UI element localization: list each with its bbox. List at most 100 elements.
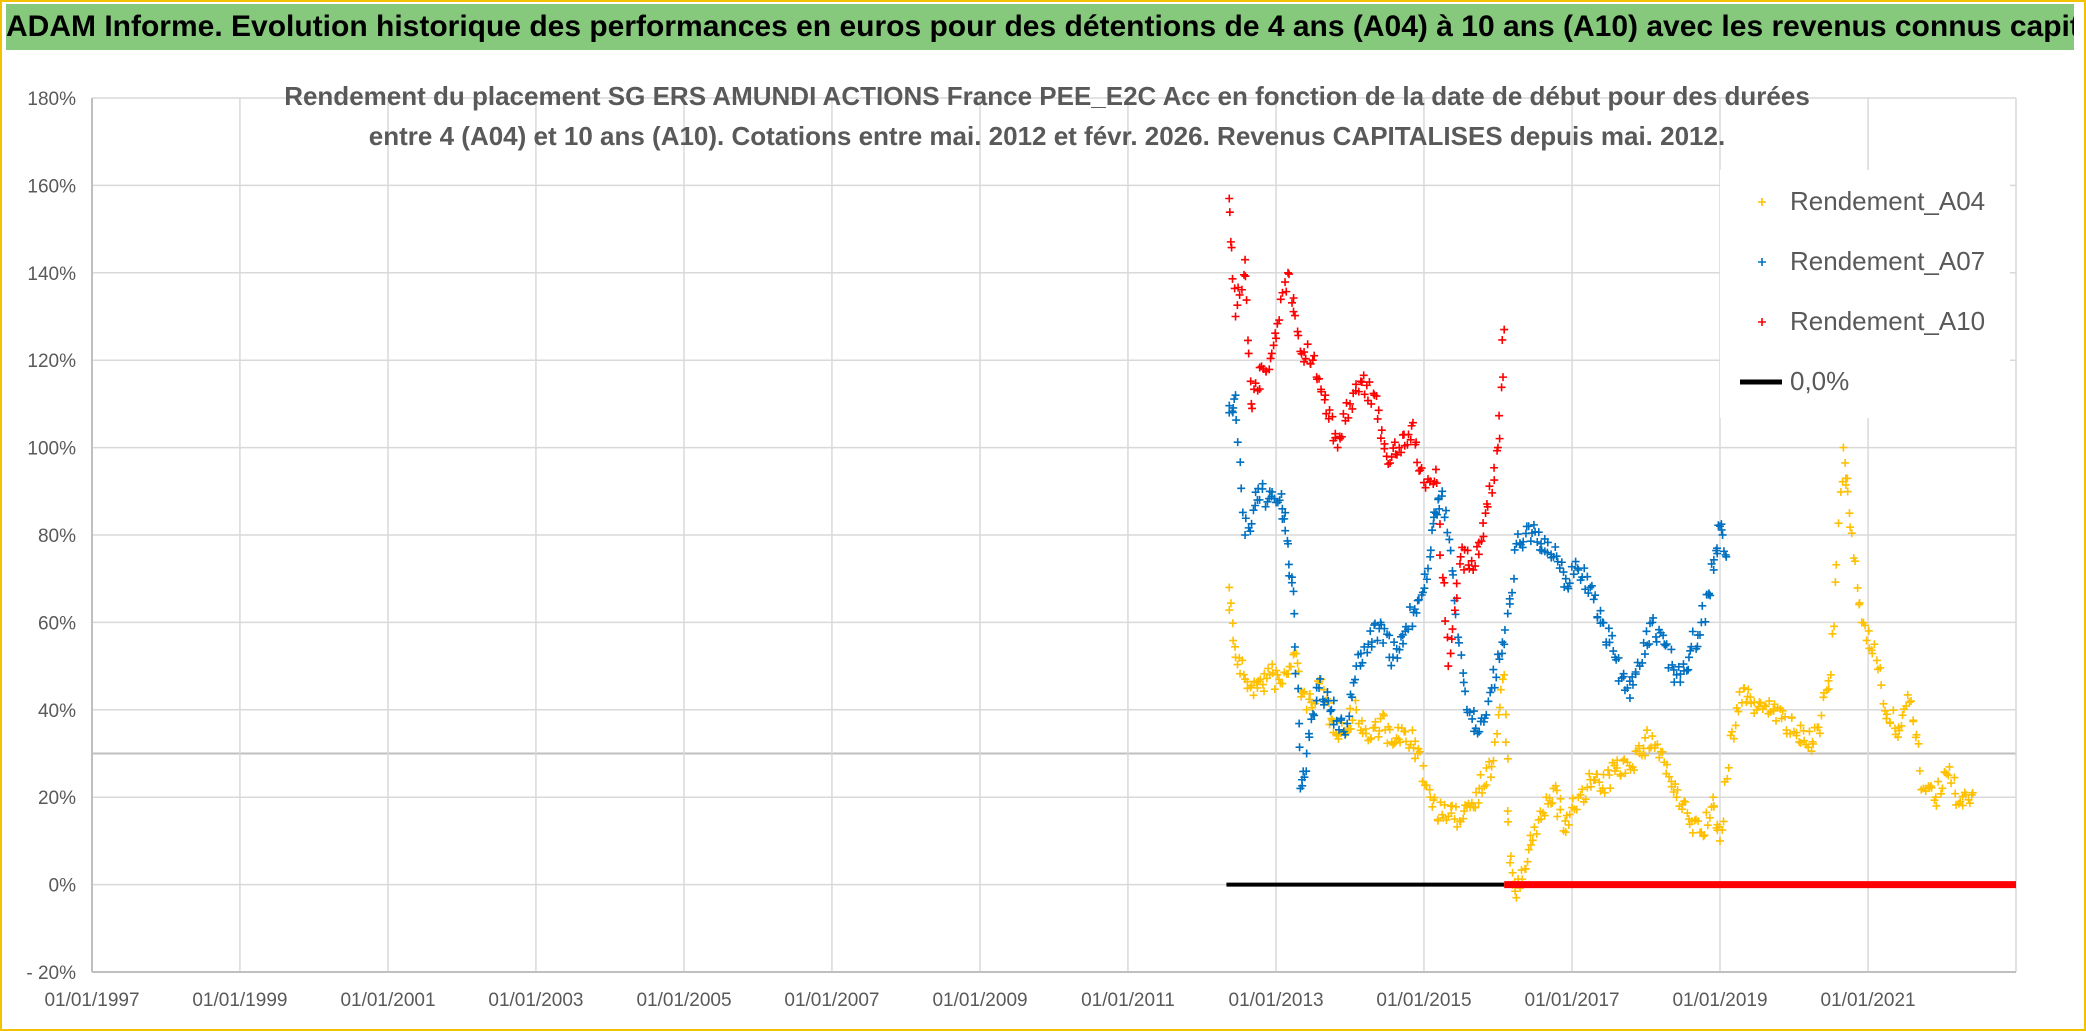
data-point bbox=[1815, 729, 1824, 738]
data-point bbox=[1255, 495, 1264, 504]
data-point bbox=[1709, 802, 1718, 811]
data-point bbox=[1545, 793, 1554, 802]
data-point bbox=[1951, 789, 1960, 798]
data-point bbox=[1412, 438, 1421, 447]
data-point bbox=[1877, 681, 1886, 690]
data-point bbox=[1410, 605, 1419, 614]
data-point bbox=[1374, 406, 1383, 415]
data-point bbox=[1471, 724, 1480, 733]
data-point bbox=[1432, 479, 1441, 488]
data-point bbox=[1365, 378, 1374, 387]
data-point bbox=[1408, 726, 1417, 735]
data-point bbox=[1309, 710, 1317, 719]
y-tick-label: 40% bbox=[38, 701, 76, 722]
data-point bbox=[1591, 776, 1600, 785]
data-point bbox=[1505, 599, 1514, 608]
data-point bbox=[1642, 627, 1651, 636]
data-point bbox=[1275, 496, 1284, 505]
data-point bbox=[1942, 769, 1951, 778]
data-point bbox=[1846, 523, 1855, 532]
data-point bbox=[1378, 710, 1387, 719]
data-point bbox=[1729, 734, 1738, 743]
data-point bbox=[1552, 552, 1561, 561]
data-point bbox=[1275, 316, 1284, 325]
data-point bbox=[1481, 509, 1490, 518]
data-point bbox=[1501, 738, 1510, 747]
data-point bbox=[1503, 807, 1512, 816]
data-point bbox=[1351, 675, 1360, 684]
data-point bbox=[1528, 836, 1537, 845]
data-point bbox=[1486, 773, 1495, 782]
data-point bbox=[1494, 710, 1503, 719]
data-point bbox=[1456, 552, 1465, 561]
data-point bbox=[1496, 685, 1505, 694]
data-point bbox=[1362, 729, 1371, 738]
data-point bbox=[1616, 771, 1625, 780]
data-point bbox=[1688, 627, 1697, 636]
data-point bbox=[1255, 363, 1264, 372]
data-point bbox=[1612, 764, 1621, 773]
data-point bbox=[1898, 711, 1907, 720]
data-point bbox=[1665, 772, 1674, 781]
data-point bbox=[1934, 777, 1943, 786]
data-point bbox=[1317, 387, 1326, 396]
data-point bbox=[1551, 781, 1560, 790]
data-point bbox=[1292, 649, 1301, 658]
data-point bbox=[1379, 711, 1388, 720]
data-point bbox=[1460, 565, 1468, 574]
data-point bbox=[1457, 651, 1466, 660]
data-point bbox=[1345, 712, 1354, 721]
data-point bbox=[1495, 703, 1504, 712]
data-point bbox=[1693, 642, 1702, 651]
data-point bbox=[1683, 809, 1692, 818]
axis-layer: - 20% 0% 20% 40% 60% 80% 100% 120% 140% 160% 180% 0… bbox=[26, 89, 2016, 1011]
data-point bbox=[1822, 686, 1831, 695]
data-point bbox=[1498, 649, 1506, 658]
data-point bbox=[1454, 638, 1463, 647]
data-point bbox=[1237, 484, 1246, 493]
data-point bbox=[1307, 698, 1316, 707]
data-point bbox=[1463, 546, 1472, 555]
data-point bbox=[1587, 581, 1596, 590]
data-point bbox=[1684, 653, 1693, 662]
data-point bbox=[1373, 414, 1382, 423]
data-point bbox=[1630, 766, 1639, 775]
data-point bbox=[1228, 619, 1237, 628]
chart-title: Rendement du placement SG ERS AMUNDI ACT… bbox=[284, 81, 1810, 151]
data-point bbox=[1408, 622, 1417, 631]
data-point bbox=[1443, 528, 1452, 537]
data-point bbox=[1450, 606, 1459, 615]
data-point bbox=[1855, 598, 1864, 607]
data-point bbox=[1225, 606, 1234, 615]
data-point bbox=[1534, 528, 1543, 537]
data-point bbox=[1329, 696, 1338, 705]
data-point bbox=[1384, 460, 1393, 469]
data-point bbox=[1503, 609, 1512, 618]
data-point bbox=[1291, 669, 1300, 678]
data-point bbox=[1446, 546, 1455, 555]
data-point bbox=[1310, 711, 1319, 720]
data-point bbox=[1585, 769, 1594, 778]
data-point bbox=[1813, 723, 1822, 732]
data-point bbox=[1485, 757, 1494, 766]
data-point bbox=[1405, 603, 1414, 612]
data-point bbox=[1506, 858, 1515, 867]
data-point bbox=[1477, 537, 1486, 546]
data-point bbox=[1565, 810, 1574, 819]
data-point bbox=[1559, 826, 1568, 835]
data-point bbox=[1282, 287, 1291, 296]
chart-title-line-1: Rendement du placement SG ERS AMUNDI ACT… bbox=[284, 81, 1810, 111]
data-point bbox=[1694, 817, 1703, 826]
data-point bbox=[1404, 430, 1413, 439]
data-point bbox=[1927, 783, 1936, 792]
data-point bbox=[1295, 743, 1304, 752]
data-point bbox=[1583, 572, 1592, 581]
y-tick-label: 60% bbox=[38, 613, 76, 634]
data-point bbox=[1246, 683, 1255, 692]
data-point bbox=[1682, 666, 1691, 675]
data-point bbox=[1709, 555, 1718, 564]
data-point bbox=[1287, 578, 1296, 587]
data-point bbox=[1331, 429, 1340, 438]
data-point bbox=[1356, 649, 1365, 658]
data-point bbox=[1451, 802, 1460, 811]
